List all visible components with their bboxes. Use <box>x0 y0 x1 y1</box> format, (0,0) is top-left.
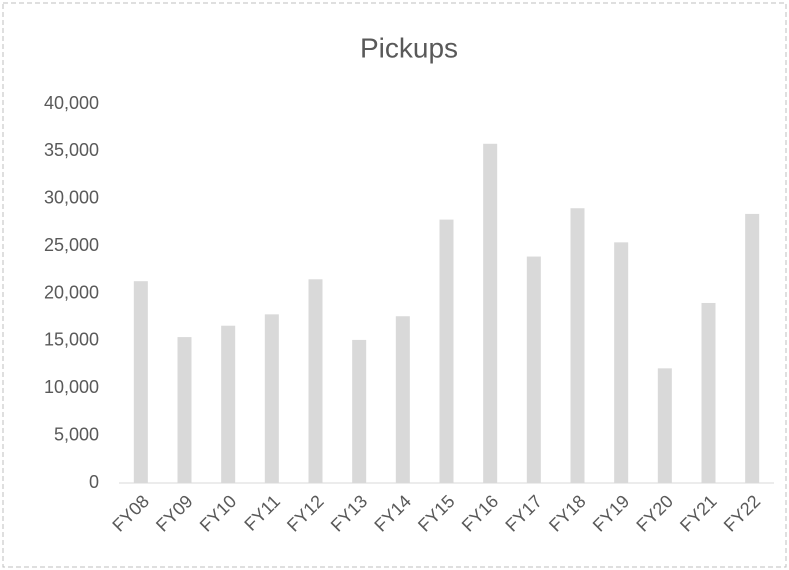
bar <box>352 339 367 483</box>
bar <box>745 213 760 483</box>
bar <box>701 302 716 483</box>
y-tick-label: 40,000 <box>44 93 99 113</box>
bar <box>526 256 541 483</box>
bar <box>483 143 498 484</box>
y-tick-label: 0 <box>89 472 99 492</box>
bar <box>177 337 192 483</box>
y-tick-label: 25,000 <box>44 235 99 255</box>
bar <box>221 325 236 483</box>
bar <box>395 316 410 483</box>
bar <box>439 219 454 483</box>
bar <box>657 368 672 483</box>
bar <box>570 208 585 483</box>
y-tick-label: 10,000 <box>44 377 99 397</box>
y-tick-label: 15,000 <box>44 330 99 350</box>
bar <box>264 314 279 483</box>
y-tick-label: 30,000 <box>44 188 99 208</box>
y-tick-label: 35,000 <box>44 140 99 160</box>
chart-title: Pickups <box>360 32 458 63</box>
bar <box>614 242 629 483</box>
y-tick-label: 5,000 <box>54 424 99 444</box>
bar <box>308 279 323 483</box>
bar <box>133 281 148 483</box>
y-tick-label: 20,000 <box>44 282 99 302</box>
